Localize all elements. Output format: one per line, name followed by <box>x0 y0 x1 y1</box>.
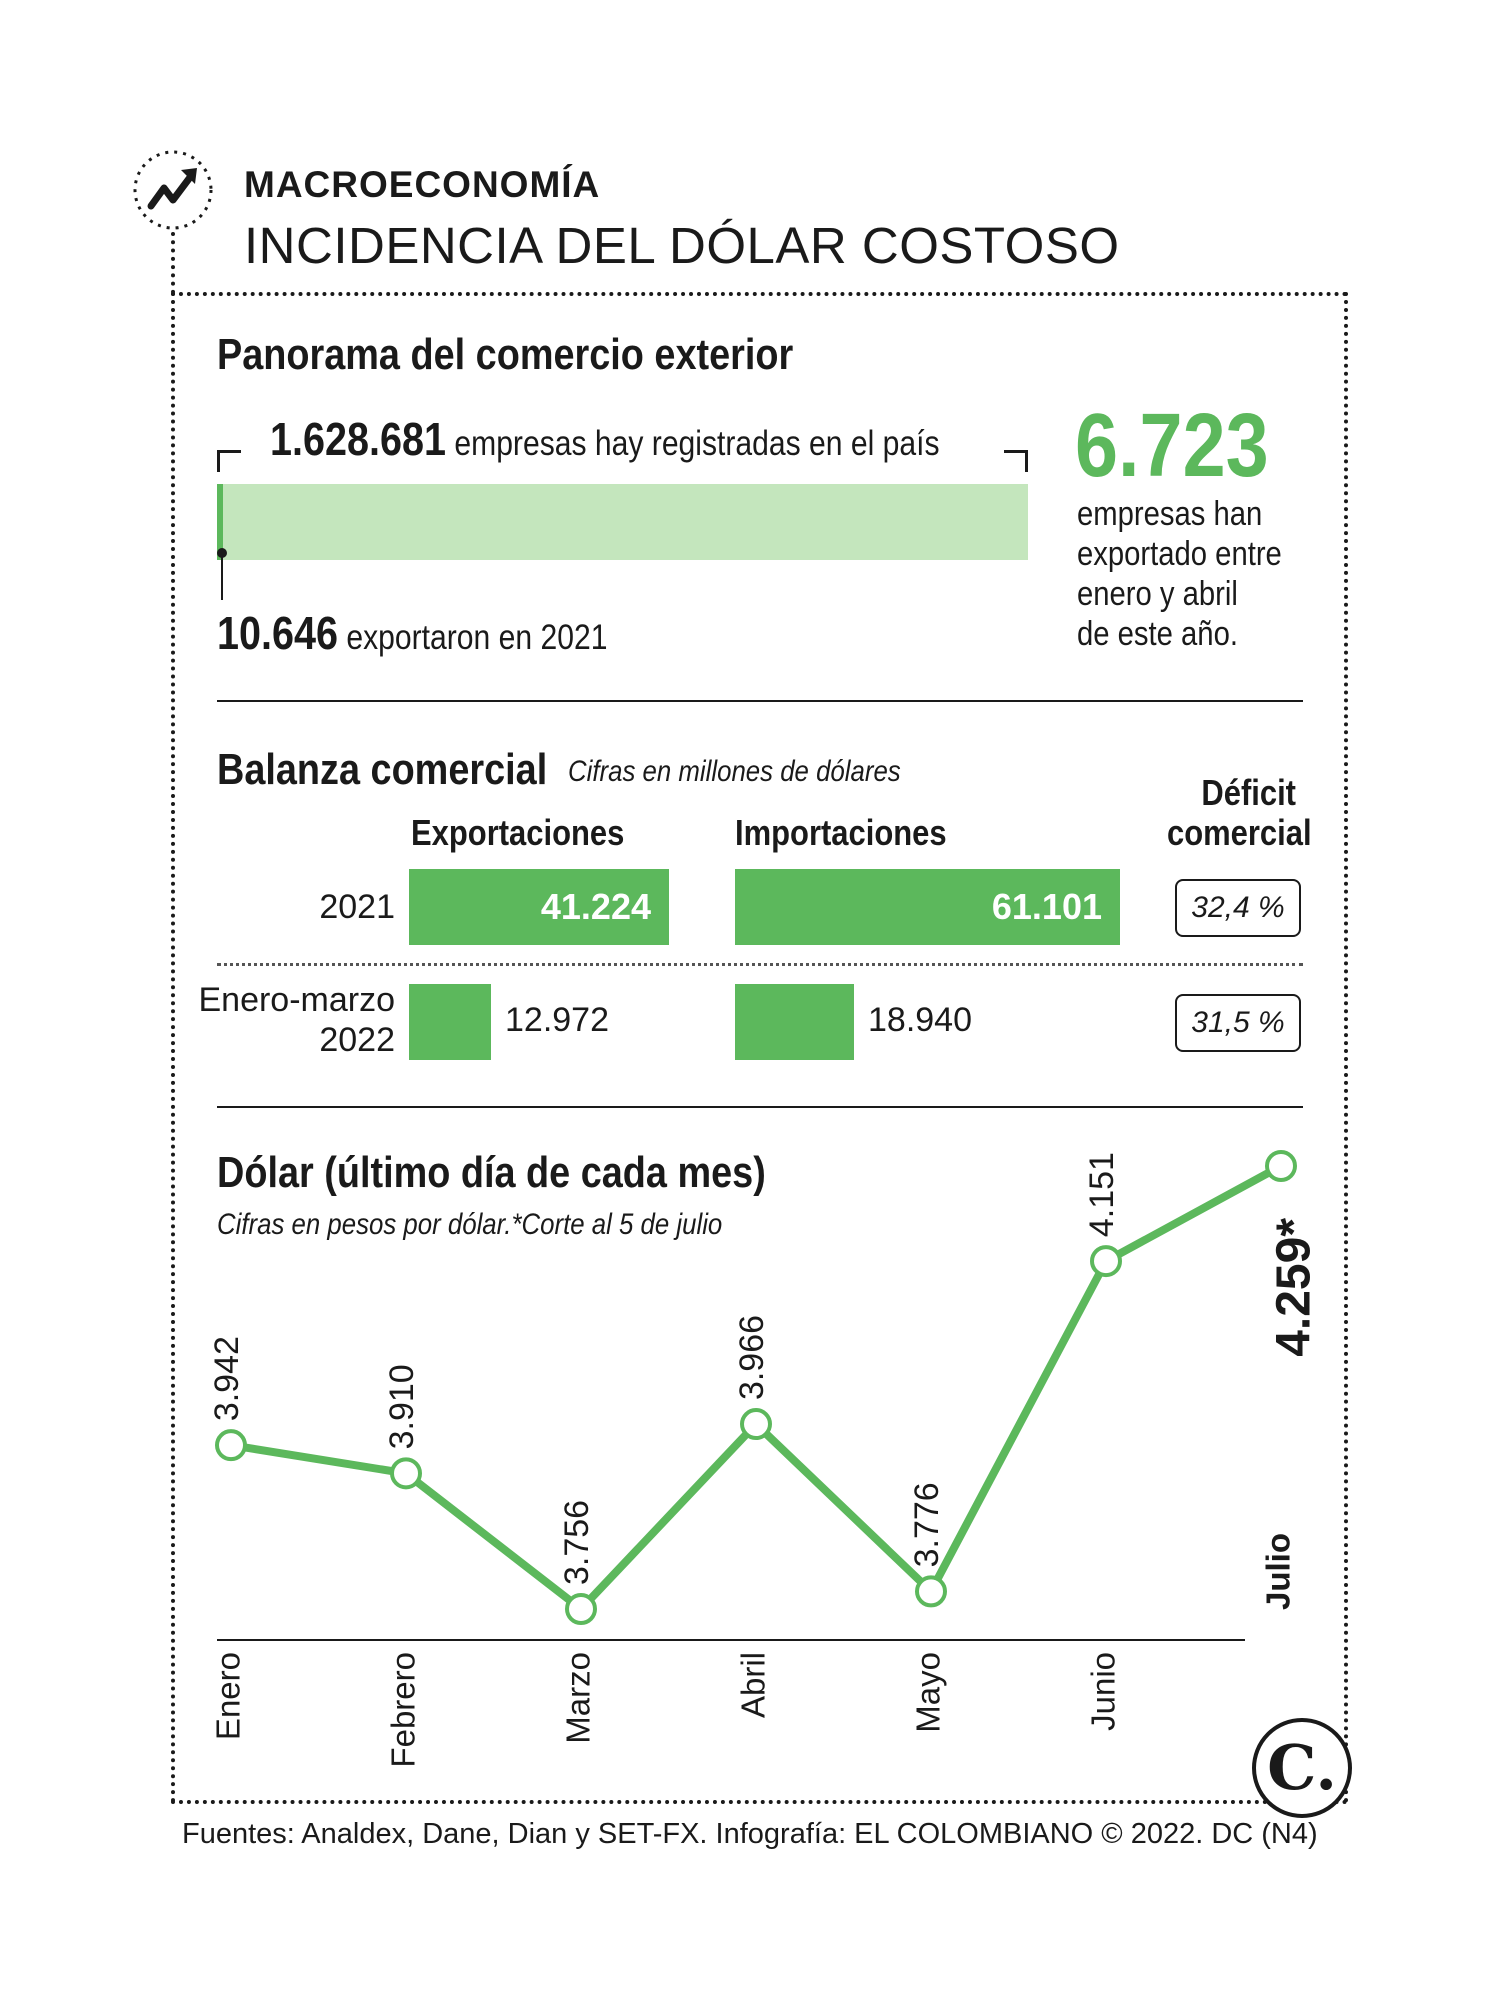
trend-arrow-icon <box>133 150 213 230</box>
exporters-pointer-dot <box>217 548 227 558</box>
section-divider <box>217 1106 1303 1108</box>
bracket-right <box>1004 450 1028 472</box>
deficit-badge-2021: 32,4 % <box>1175 879 1301 937</box>
imports-bar-2021 <box>735 869 1120 945</box>
balanza-row-label-line: Enero-marzo <box>198 981 395 1019</box>
source-footer: Fuentes: Analdex, Dane, Dian y SET-FX. I… <box>182 1818 1318 1850</box>
data-point <box>390 1457 422 1490</box>
deficit-header-line: Déficit <box>1201 772 1296 813</box>
exporters-2021-text: exportaron en 2021 <box>346 618 608 657</box>
balanza-row-label: Enero-marzo 2022 <box>190 980 395 1060</box>
data-point <box>740 1408 772 1441</box>
data-value-label: 4.151 <box>1083 1152 1121 1237</box>
imports-value-2022: 18.940 <box>868 1001 972 1039</box>
data-value-label: 3.776 <box>908 1482 946 1567</box>
chart-title: Dólar (último día de cada mes) <box>217 1148 766 1197</box>
data-value-label: 3.756 <box>558 1500 596 1585</box>
registered-value: 1.628.681 <box>270 413 447 465</box>
page-title: INCIDENCIA DEL DÓLAR COSTOSO <box>244 217 1120 274</box>
row-divider <box>217 963 1303 966</box>
data-point <box>1265 1150 1297 1182</box>
exporters-2022-line: empresas han <box>1077 495 1263 533</box>
el-colombiano-logo: C. <box>1252 1718 1352 1818</box>
exports-value-2022: 12.972 <box>505 1001 609 1039</box>
exports-column-header: Exportaciones <box>411 812 625 853</box>
exporters-2021-value: 10.646 <box>217 607 339 659</box>
bracket-left <box>217 450 241 472</box>
data-point <box>915 1575 947 1608</box>
section-divider <box>217 700 1303 702</box>
registered-bar <box>217 484 1028 560</box>
data-point <box>565 1593 597 1625</box>
exporters-2022-line: exportado entre <box>1077 535 1282 573</box>
exporters-2021: 10.646 exportaron en 2021 <box>217 606 607 660</box>
x-tick-label: Febrero <box>385 1652 422 1768</box>
data-value-label: 3.910 <box>383 1364 421 1449</box>
exports-bar-2022 <box>409 984 491 1060</box>
panorama-title: Panorama del comercio exterior <box>217 330 794 379</box>
exports-bar-2021 <box>409 869 669 945</box>
imports-column-header: Importaciones <box>735 812 947 853</box>
frame-connector <box>171 232 175 294</box>
deficit-badge-2022: 31,5 % <box>1175 994 1301 1052</box>
x-tick-label: Mayo <box>910 1652 947 1733</box>
balanza-row-label: 2021 <box>319 888 395 926</box>
imports-bar-2022 <box>735 984 854 1060</box>
exporters-2022-line: de este año. <box>1077 615 1238 653</box>
section-tag: MACROECONOMÍA <box>244 164 601 205</box>
x-tick-label: Marzo <box>560 1652 597 1744</box>
data-point <box>215 1429 247 1462</box>
registered-text: empresas hay registradas en el país <box>454 424 940 463</box>
data-value-label: 3.966 <box>733 1315 771 1400</box>
data-point <box>1090 1245 1122 1278</box>
balanza-subtitle: Cifras en millones de dólares <box>568 755 901 788</box>
deficit-column-header: Déficit comercial <box>1167 772 1312 853</box>
registered-companies: 1.628.681 empresas hay registradas en el… <box>270 412 940 466</box>
x-tick-label: Junio <box>1085 1652 1122 1731</box>
exports-value-2021: 41.224 <box>540 886 651 927</box>
data-value-label: 4.259* <box>1268 1218 1321 1357</box>
exporters-2022-text: empresas han exportado entre enero y abr… <box>1077 494 1301 654</box>
x-tick-label: Abril <box>735 1652 772 1718</box>
chart-subtitle: Cifras en pesos por dólar.*Corte al 5 de… <box>217 1208 723 1241</box>
deficit-header-line: comercial <box>1167 812 1312 853</box>
x-tick-label: Julio <box>1260 1533 1297 1610</box>
exporters-bar <box>217 484 223 560</box>
balanza-row-label-line: 2022 <box>319 1021 395 1059</box>
exporters-2022-value: 6.723 <box>1075 396 1269 496</box>
imports-value-2021: 61.101 <box>991 886 1102 927</box>
infographic-frame <box>171 292 1348 1804</box>
exporters-2022-line: enero y abril <box>1077 575 1238 613</box>
exporters-pointer-line <box>221 552 223 600</box>
data-value-label: 3.942 <box>208 1336 246 1421</box>
balanza-title: Balanza comercial <box>217 745 548 794</box>
x-tick-label: Enero <box>210 1652 247 1740</box>
